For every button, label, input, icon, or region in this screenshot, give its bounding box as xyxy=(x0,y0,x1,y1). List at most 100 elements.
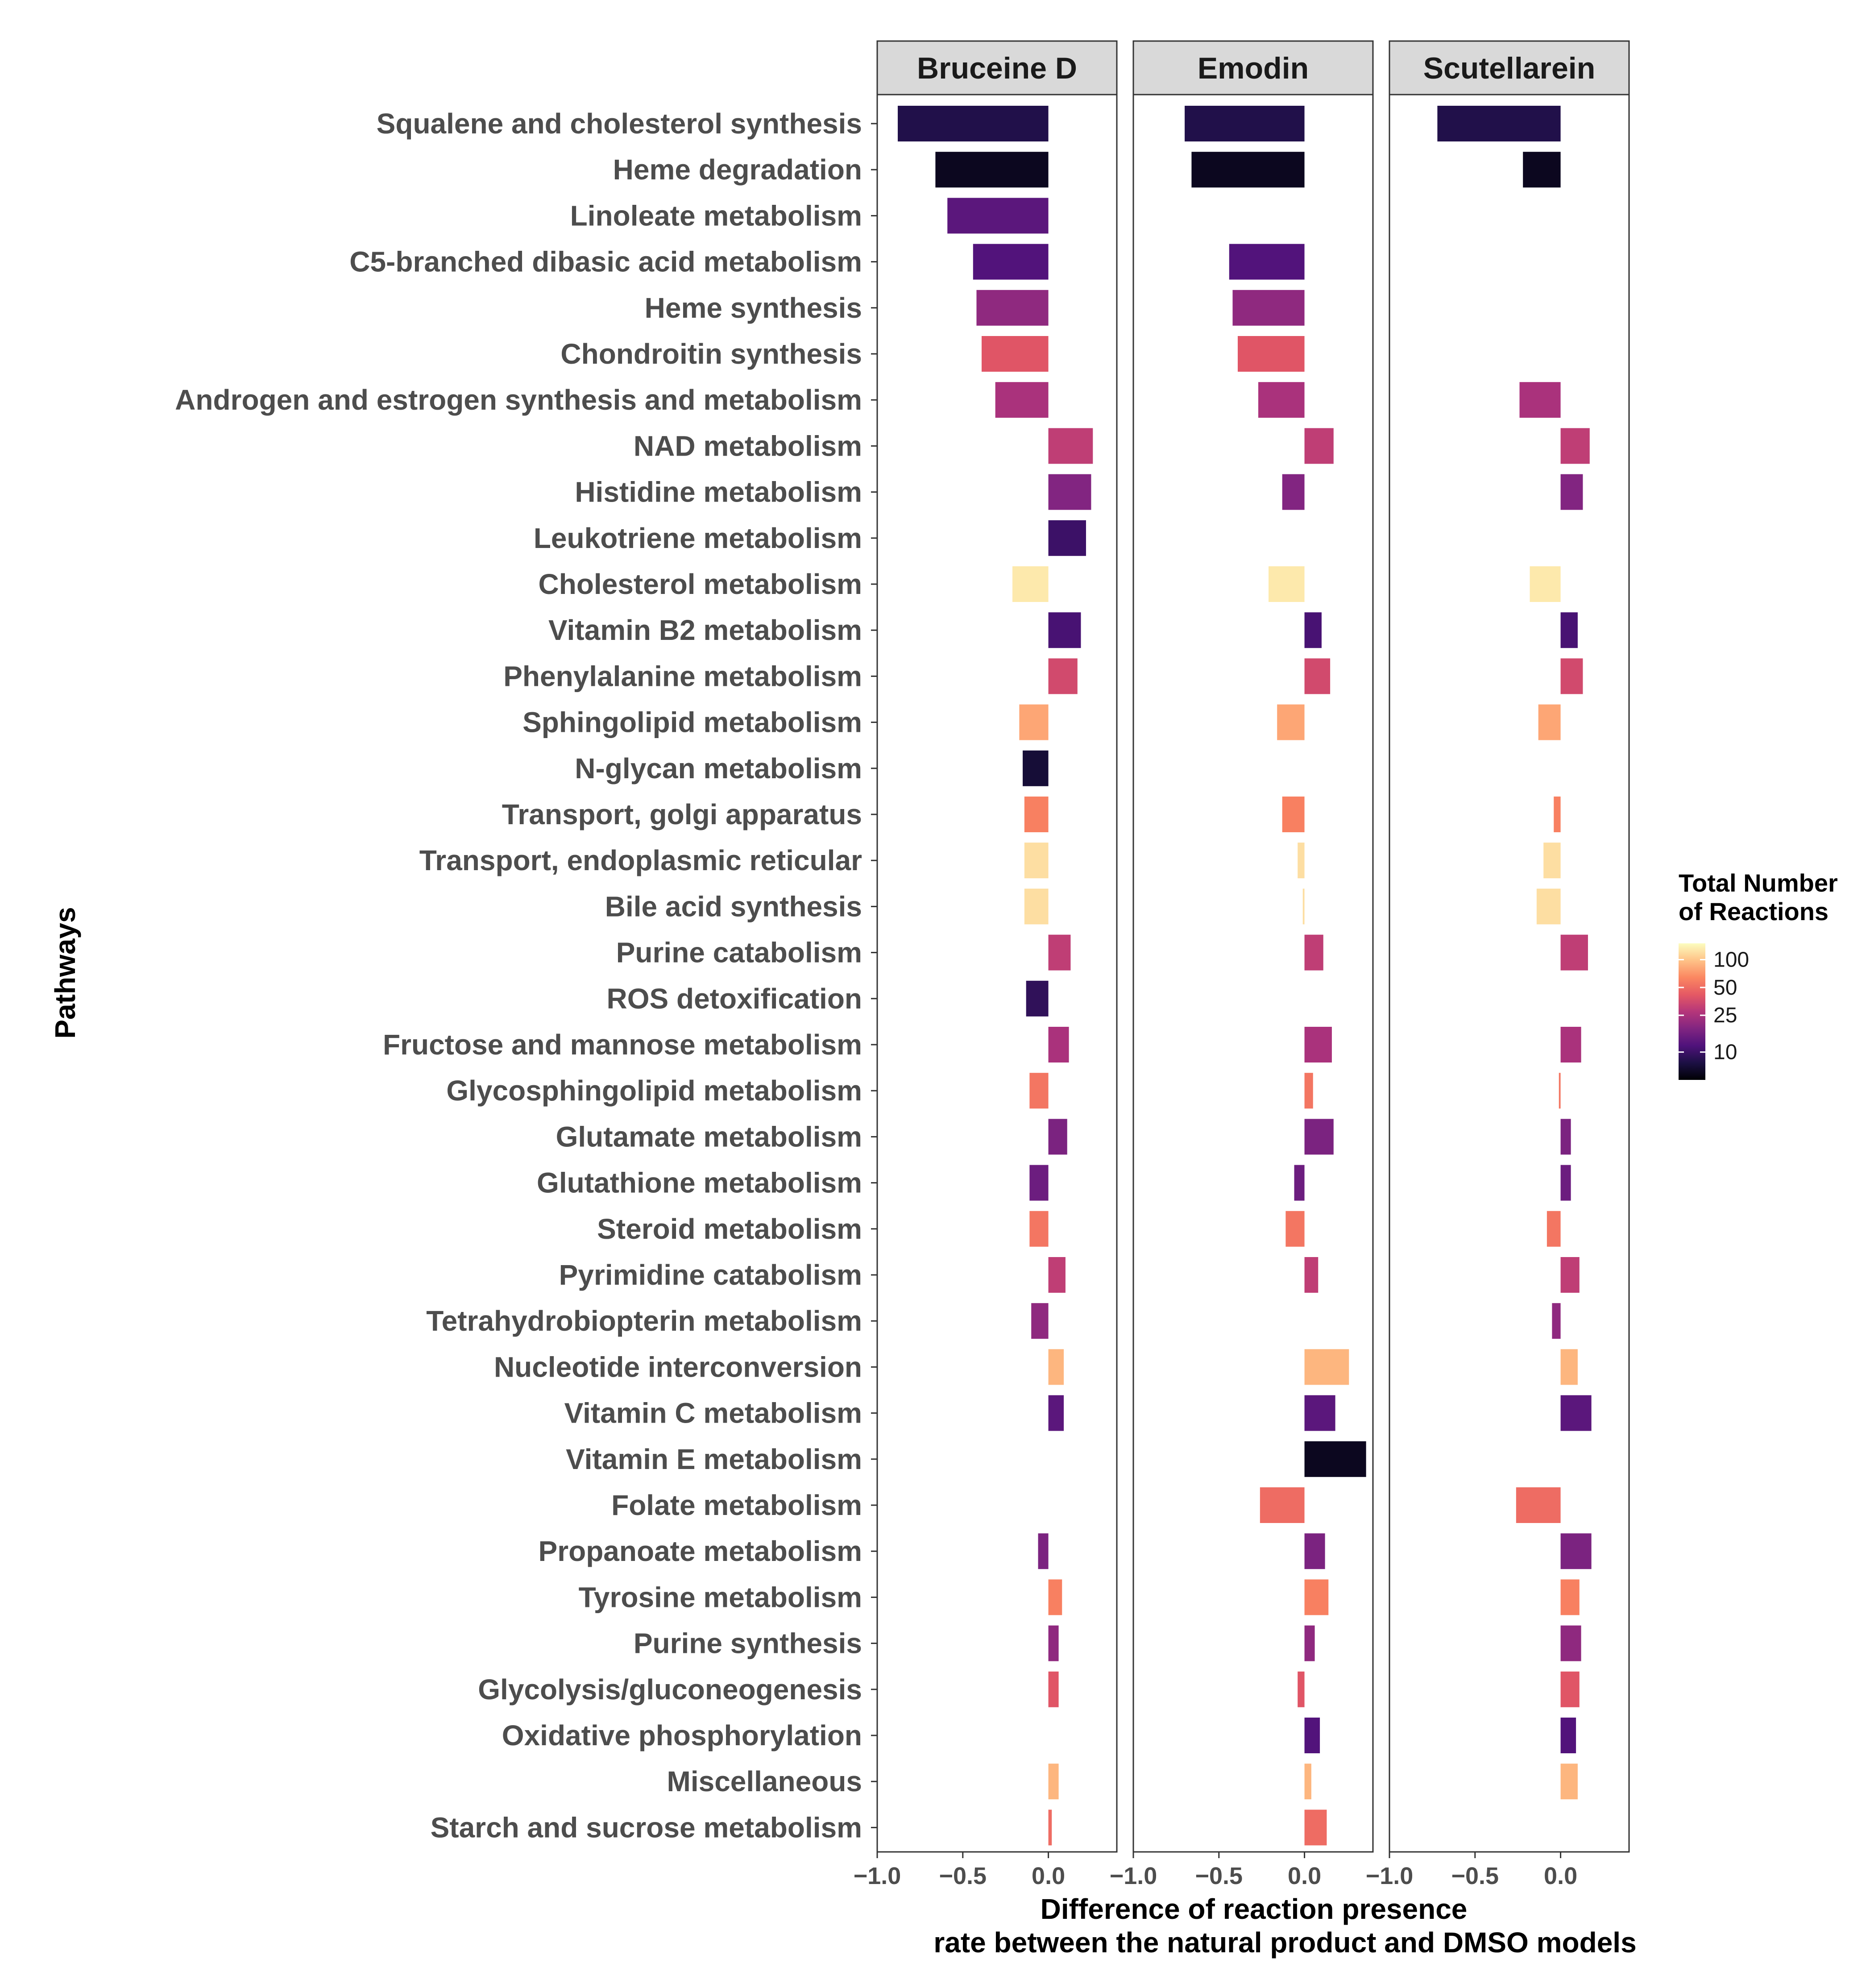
bar xyxy=(1229,244,1305,280)
bar xyxy=(1543,843,1561,879)
bar xyxy=(1560,1718,1576,1753)
bar xyxy=(1191,152,1305,188)
legend-colorbar xyxy=(1679,943,1705,1080)
bar xyxy=(1048,474,1091,510)
bar xyxy=(1048,612,1081,648)
bar xyxy=(1048,428,1093,464)
bar xyxy=(1298,843,1305,879)
bar xyxy=(1560,428,1590,464)
bar xyxy=(1538,704,1561,740)
bar xyxy=(1048,1764,1059,1800)
panel-background xyxy=(1389,94,1630,1853)
bar xyxy=(1304,1027,1332,1062)
pathway-label: Bile acid synthesis xyxy=(605,890,862,922)
bar xyxy=(1260,1487,1305,1523)
bar xyxy=(1304,1119,1334,1155)
bar xyxy=(1560,1119,1571,1155)
pathway-label: Androgen and estrogen synthesis and meta… xyxy=(175,384,862,416)
bar xyxy=(1560,1165,1571,1201)
facet-panel: Emodin xyxy=(1132,40,1374,1853)
pathway-label: Cholesterol metabolism xyxy=(539,568,862,600)
x-axis-ticks: −1.0 −0.5 0.0 −1.0 −0.5 0.0 −1.0 −0.5 0.0 xyxy=(854,1852,1577,1889)
bar xyxy=(1048,1119,1067,1155)
bar xyxy=(1048,658,1078,694)
pathway-label: Tetrahydrobiopterin metabolism xyxy=(426,1305,862,1337)
pathway-label: Vitamin E metabolism xyxy=(566,1443,862,1475)
bar xyxy=(1302,888,1305,925)
pathway-label: Chondroitin synthesis xyxy=(560,338,862,370)
bar xyxy=(1523,152,1561,188)
pathway-label: Heme degradation xyxy=(613,154,862,186)
bar xyxy=(1029,1211,1049,1247)
pathway-label: Glutamate metabolism xyxy=(556,1121,862,1153)
facet-strip-label: Scutellarein xyxy=(1423,51,1596,85)
x-tick-label: 0.0 xyxy=(1032,1863,1065,1889)
facet-strip xyxy=(1132,40,1374,95)
bar xyxy=(1304,1257,1319,1293)
bar xyxy=(1437,106,1561,141)
pathway-label: Sphingolipid metabolism xyxy=(522,706,862,739)
bar xyxy=(1560,1349,1578,1385)
bar xyxy=(1048,1349,1064,1385)
legend-title-line-2: of Reactions xyxy=(1679,897,1829,926)
pathway-label: Folate metabolism xyxy=(611,1489,862,1521)
bar xyxy=(1552,1303,1561,1339)
bar xyxy=(1048,1810,1052,1846)
bar xyxy=(1282,474,1305,510)
pathway-label: Propanoate metabolism xyxy=(539,1535,862,1567)
facet-panel: Scutellarein xyxy=(1389,40,1630,1853)
bar xyxy=(1304,1441,1366,1477)
pathway-label: Squalene and cholesterol synthesis xyxy=(377,108,862,140)
bar xyxy=(1048,1395,1064,1431)
bar xyxy=(1560,1671,1580,1707)
pathway-label: N-glycan metabolism xyxy=(575,752,862,784)
bar xyxy=(1038,1533,1049,1569)
bar xyxy=(1519,382,1561,418)
pathway-label: Glycolysis/gluconeogenesis xyxy=(478,1673,862,1706)
bar xyxy=(1304,1764,1311,1800)
pathway-label: Tyrosine metabolism xyxy=(579,1581,862,1613)
pathway-label: Oxidative phosphorylation xyxy=(502,1719,862,1751)
bar xyxy=(898,106,1049,141)
bar xyxy=(1560,1579,1580,1615)
bar xyxy=(1269,566,1305,602)
bar xyxy=(1048,1257,1066,1293)
bar xyxy=(1304,1579,1329,1615)
legend-tick-label: 25 xyxy=(1713,1004,1737,1027)
facet-panel: Bruceine D xyxy=(876,40,1118,1853)
bar xyxy=(981,336,1049,372)
legend-tick-label: 10 xyxy=(1713,1041,1737,1064)
bar xyxy=(1304,1395,1335,1431)
bar xyxy=(1304,1718,1320,1753)
pathway-label: Fructose and mannose metabolism xyxy=(383,1029,862,1061)
bar xyxy=(1232,290,1305,326)
bar xyxy=(1048,1027,1069,1062)
pathway-label: Starch and sucrose metabolism xyxy=(431,1811,862,1843)
x-tick-label: 0.0 xyxy=(1288,1863,1321,1889)
pathway-label: C5-branched dibasic acid metabolism xyxy=(349,246,862,278)
bar xyxy=(1294,1165,1305,1201)
bar xyxy=(1048,520,1086,556)
bar xyxy=(1560,1027,1581,1062)
facet-strip-label: Bruceine D xyxy=(917,51,1077,85)
bar xyxy=(1304,1533,1325,1569)
legend-ticks: 100 50 25 10 xyxy=(1679,948,1749,1064)
facet-strip xyxy=(876,40,1118,95)
x-axis-title-line-1: Difference of reaction presence xyxy=(1041,1893,1468,1925)
pathway-label: NAD metabolism xyxy=(634,430,862,462)
bar xyxy=(1560,1257,1580,1293)
x-tick-label: −0.5 xyxy=(1195,1863,1243,1889)
bar xyxy=(1304,612,1322,648)
pathway-label: Transport, endoplasmic reticular xyxy=(419,844,862,876)
facet-panels: Bruceine D Emodin Scutellarein xyxy=(876,40,1630,1853)
bar xyxy=(1304,1810,1327,1846)
bar xyxy=(935,152,1049,188)
bar xyxy=(1024,843,1049,879)
y-axis-title: Pathways xyxy=(49,907,81,1038)
pathway-label: Glutathione metabolism xyxy=(537,1167,862,1199)
bar xyxy=(1024,888,1049,925)
bar xyxy=(1026,980,1049,1017)
pathway-label: Purine catabolism xyxy=(616,937,862,969)
bar xyxy=(1560,1764,1578,1800)
pathway-label: Purine synthesis xyxy=(634,1627,862,1660)
